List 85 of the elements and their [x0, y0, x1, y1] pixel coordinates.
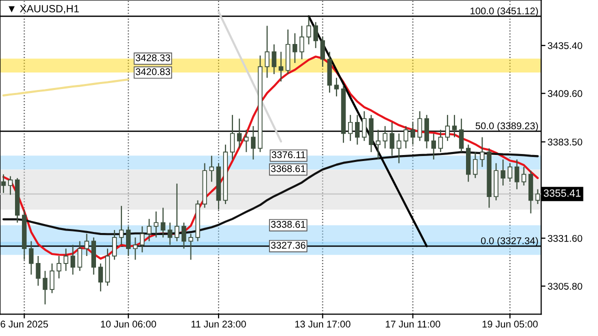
candlestick: [160, 207, 166, 238]
annotation: 3327.36: [271, 242, 306, 249]
candlestick: [50, 262, 54, 294]
annotation: 3376.11: [272, 151, 306, 158]
candlestick: [264, 25, 270, 78]
candlestick: [404, 126, 408, 149]
annotation: 50.0 (3389.23): [476, 122, 538, 132]
y-tick-label: 3435.40: [548, 42, 582, 50]
candlestick: [396, 132, 402, 164]
y-tick-label: 3383.50: [548, 138, 582, 146]
candlestick: [452, 114, 457, 138]
candlestick: [500, 158, 506, 186]
candlestick: [8, 176, 13, 196]
ref-line-label: 3355.41: [544, 189, 580, 197]
candlestick: [382, 126, 388, 149]
candlestick: [154, 210, 158, 238]
x-tick-label: 13 Jun 17:00: [295, 320, 350, 328]
y-tick-label: 3331.60: [548, 234, 582, 242]
candlestick: [362, 110, 367, 142]
x-tick-label: 10 Jun 06:00: [100, 320, 156, 328]
annotation: 3428.33: [136, 54, 170, 62]
candlestick: [376, 129, 380, 160]
candlestick: [334, 77, 339, 97]
candlestick: [306, 16, 312, 45]
x-tick-label: 17 Jun 11:00: [386, 320, 440, 328]
line-series: [2, 78, 130, 96]
chart-title: ▼ XAUUSD,H1: [8, 4, 79, 14]
candlestick: [431, 132, 436, 160]
candlestick: [168, 222, 172, 246]
candlestick: [278, 51, 284, 82]
candlestick: [508, 162, 512, 182]
candlestick: [77, 240, 82, 272]
candlestick: [64, 248, 68, 272]
candlestick: [480, 136, 485, 168]
candlestick: [230, 114, 235, 160]
x-tick-label: 6 Jun 2025: [0, 320, 48, 328]
candlestick: [417, 110, 422, 142]
candlestick: [299, 25, 304, 60]
candlestick: [1, 174, 6, 194]
candlestick: [424, 114, 430, 149]
candlestick: [522, 166, 526, 186]
candlestick: [182, 222, 186, 250]
candlestick: [174, 183, 180, 242]
candlestick: [472, 152, 478, 179]
candlestick: [126, 226, 131, 257]
candlestick: [445, 114, 450, 142]
candlestick: [237, 118, 242, 149]
annotation: 3420.83: [136, 68, 170, 76]
candlestick: [244, 129, 249, 153]
annotation: 3368.61: [271, 165, 306, 172]
candlestick: [410, 122, 416, 146]
candlestick: [320, 36, 325, 68]
annotation: 3338.61: [271, 220, 306, 228]
candlestick: [98, 262, 103, 292]
annotation: 100.0 (3451.12): [470, 7, 538, 16]
candlestick: [535, 188, 540, 205]
candlestick: [56, 255, 62, 279]
candlestick: [188, 233, 194, 260]
candlestick: [354, 114, 360, 146]
candlestick: [514, 158, 520, 190]
candlestick: [250, 126, 256, 160]
x-tick-label: 19 Jun 05:00: [482, 320, 538, 328]
candlestick: [292, 32, 298, 64]
line-series: [218, 10, 282, 143]
x-tick-label: 11 Jun 23:00: [192, 320, 246, 328]
candlestick: [146, 218, 152, 242]
candlestick: [28, 240, 34, 276]
candlestick: [42, 270, 48, 305]
candlestick: [348, 114, 353, 142]
candlestick: [209, 155, 214, 182]
candlestick: [438, 129, 443, 153]
candlestick: [36, 255, 40, 286]
candlestick: [119, 205, 124, 246]
candlestick: [112, 229, 117, 260]
candlestick: [84, 233, 90, 257]
candlestick: [140, 226, 145, 253]
y-tick-label: 3305.80: [548, 282, 582, 290]
candlestick: [390, 122, 394, 156]
y-tick-label: 3409.60: [548, 90, 582, 98]
candlestick: [70, 244, 76, 276]
candlestick: [132, 236, 138, 260]
candlestick: [313, 22, 318, 49]
annotation: 0.0 (3327.34): [481, 237, 538, 246]
candlestick: [272, 44, 276, 75]
candlestick: [459, 118, 464, 153]
